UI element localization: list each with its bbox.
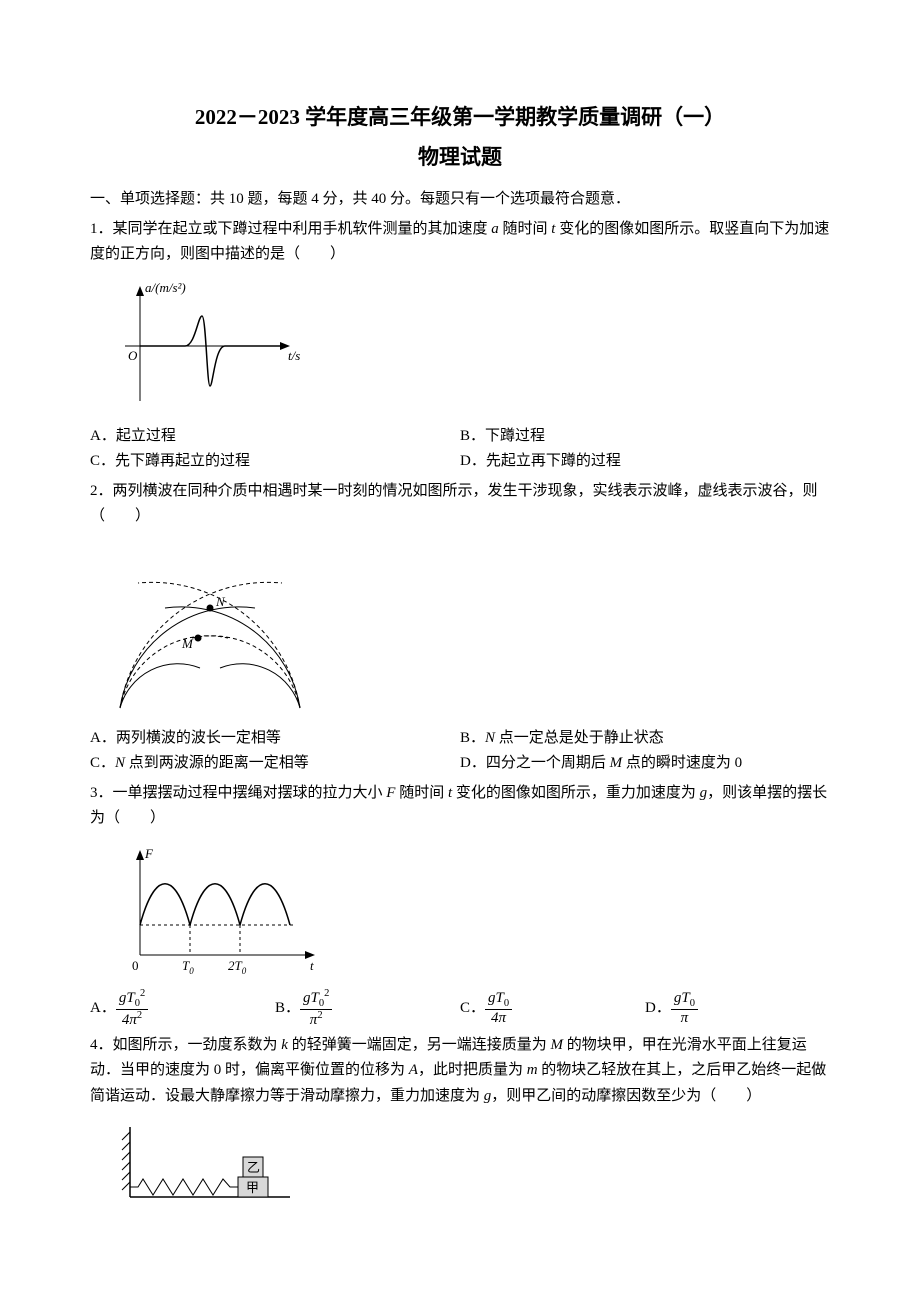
q4-var-A: A xyxy=(409,1062,418,1078)
q2-option-b: B．N 点一定总是处于静止状态 xyxy=(460,726,830,752)
q4-var-k: k xyxy=(281,1037,288,1053)
question-3: 3．一单摆摆动过程中摆绳对摆球的拉力大小 F 随时间 t 变化的图像如图所示，重… xyxy=(90,781,830,832)
q3-origin: 0 xyxy=(132,958,139,973)
q1-option-b: B．下蹲过程 xyxy=(460,424,830,450)
q2-label-n: N xyxy=(215,594,226,609)
q3-options: A． gT02 4π2 B． gT02 π2 C． gT0 4π D． gT0 … xyxy=(90,988,830,1029)
q1-stem-part2: 随时间 xyxy=(499,221,552,237)
q3-option-b: B． gT02 π2 xyxy=(275,988,460,1029)
q4-stem-part4: ，此时把质量为 xyxy=(418,1062,527,1078)
q2-label-m: M xyxy=(181,636,194,651)
q1-xlabel: t/s xyxy=(288,348,300,363)
q4-stem-part1: 4．如图所示，一劲度系数为 xyxy=(90,1037,281,1053)
q4-stem-part2: 的轻弹簧一端固定，另一端连接质量为 xyxy=(288,1037,551,1053)
q1-options: A．起立过程 B．下蹲过程 C．先下蹲再起立的过程 D．先起立再下蹲的过程 xyxy=(90,424,830,475)
q1-figure: a/(m/s²) t/s O xyxy=(110,276,830,416)
q1-ylabel: a/(m/s²) xyxy=(145,280,186,295)
q3-xlabel: t xyxy=(310,958,314,973)
exam-title: 2022－2023 学年度高三年级第一学期教学质量调研（一） xyxy=(90,100,830,136)
question-1: 1．某同学在起立或下蹲过程中利用手机软件测量的其加速度 a 随时间 t 变化的图… xyxy=(90,217,830,268)
q2-option-a: A．两列横波的波长一定相等 xyxy=(90,726,460,752)
q2-figure: N M xyxy=(110,538,830,718)
q2-option-c: C．N 点到两波源的距离一定相等 xyxy=(90,751,460,777)
q4-label-jia: 甲 xyxy=(246,1180,259,1195)
q4-figure: 甲 乙 xyxy=(110,1117,830,1207)
q4-var-M: M xyxy=(550,1037,563,1053)
q1-origin: O xyxy=(128,348,138,363)
question-2: 2．两列横波在同种介质中相遇时某一时刻的情况如图所示，发生干涉现象，实线表示波峰… xyxy=(90,479,830,530)
q3-stem-part1: 3．一单摆摆动过程中摆绳对摆球的拉力大小 xyxy=(90,785,386,801)
q4-var-m: m xyxy=(527,1062,538,1078)
question-4: 4．如图所示，一劲度系数为 k 的轻弹簧一端固定，另一端连接质量为 M 的物块甲… xyxy=(90,1033,830,1110)
q3-tick2: 2T0 xyxy=(228,958,247,976)
q4-label-yi: 乙 xyxy=(247,1160,260,1175)
q3-stem-part3: 变化的图像如图所示，重力加速度为 xyxy=(452,785,700,801)
q3-ylabel: F xyxy=(144,846,154,861)
q3-option-d: D． gT0 π xyxy=(645,988,830,1029)
q3-tick1: T0 xyxy=(182,958,194,976)
q3-stem-part2: 随时间 xyxy=(395,785,448,801)
q2-option-d: D．四分之一个周期后 M 点的瞬时速度为 0 xyxy=(460,751,830,777)
q3-option-a: A． gT02 4π2 xyxy=(90,988,275,1029)
q4-stem-part6: ，则甲乙间的动摩擦因数至少为（ ） xyxy=(491,1088,761,1104)
q1-option-a: A．起立过程 xyxy=(90,424,460,450)
q3-option-c: C． gT0 4π xyxy=(460,988,645,1029)
q1-option-d: D．先起立再下蹲的过程 xyxy=(460,449,830,475)
q1-var-a: a xyxy=(491,221,499,237)
q1-stem-part1: 1．某同学在起立或下蹲过程中利用手机软件测量的其加速度 xyxy=(90,221,491,237)
q1-option-c: C．先下蹲再起立的过程 xyxy=(90,449,460,475)
exam-subtitle: 物理试题 xyxy=(90,140,830,176)
q3-figure: F t 0 T0 2T0 xyxy=(110,840,830,980)
q2-options: A．两列横波的波长一定相等 B．N 点一定总是处于静止状态 C．N 点到两波源的… xyxy=(90,726,830,777)
section-1-heading: 一、单项选择题：共 10 题，每题 4 分，共 40 分。每题只有一个选项最符合… xyxy=(90,187,830,213)
